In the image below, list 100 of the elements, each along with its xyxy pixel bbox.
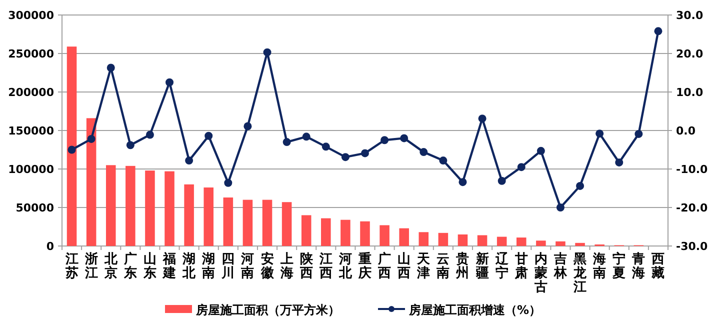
bar — [536, 240, 546, 246]
bar — [145, 170, 155, 246]
x-tick-label: 海南 — [592, 252, 606, 281]
x-tick-label: 甘肃 — [514, 252, 528, 281]
point — [302, 132, 310, 141]
bar — [262, 200, 272, 246]
x-tick-label: 河南 — [240, 252, 254, 281]
y-tick-label: 300000 — [8, 9, 54, 22]
y-tick-label: 200000 — [8, 86, 54, 99]
bar — [556, 241, 566, 246]
point — [341, 153, 350, 162]
bar — [86, 118, 96, 246]
point — [146, 130, 154, 139]
legend-label: 房屋施工面积（万平方米） — [195, 303, 340, 317]
y-tick-label: 150000 — [8, 124, 54, 138]
x-tick-label: 福建 — [162, 251, 176, 281]
bar — [184, 184, 194, 246]
x-tick-label: 江苏 — [64, 252, 78, 281]
x-tick-label: 新疆 — [474, 251, 489, 281]
bar — [340, 220, 350, 246]
point — [244, 122, 252, 130]
x-tick-label: 江西 — [318, 252, 332, 281]
x-tick-label: 黑龙江 — [572, 252, 588, 295]
x-tick-label: 山西 — [396, 252, 411, 281]
x-tick-label: 贵州 — [455, 251, 470, 281]
point — [224, 178, 232, 187]
y2-tick-label: -30.0 — [676, 240, 708, 253]
point — [361, 149, 369, 158]
point — [185, 156, 194, 165]
x-tick-label: 四川 — [220, 252, 235, 281]
bar — [458, 234, 468, 246]
point — [106, 64, 115, 72]
point — [498, 176, 506, 185]
x-tick-label: 西藏 — [650, 252, 665, 281]
y2-tick-label: 10.0 — [676, 86, 704, 99]
point — [458, 178, 467, 186]
x-tick-label: 北京 — [103, 252, 118, 281]
y2-tick-label: 20.0 — [676, 48, 704, 60]
y-tick-label: 50000 — [16, 202, 54, 214]
point — [654, 27, 662, 36]
bar — [575, 242, 585, 246]
x-tick-label: 上海 — [279, 252, 294, 281]
point — [204, 132, 213, 140]
bar — [477, 235, 488, 246]
bar — [242, 200, 253, 246]
bar — [164, 171, 174, 246]
bar — [204, 187, 214, 246]
point — [400, 134, 408, 142]
point — [68, 146, 76, 154]
x-tick-label: 湖南 — [201, 252, 216, 281]
y2-tick-label: -20.0 — [676, 202, 708, 214]
point — [322, 142, 330, 151]
x-tick-label: 广东 — [122, 251, 137, 281]
y-tick-label: 0 — [46, 240, 54, 253]
x-tick-label: 吉林 — [552, 252, 568, 281]
x-tick-label: 陕西 — [298, 252, 314, 281]
bar — [126, 166, 136, 246]
x-tick-label: 天津 — [416, 252, 432, 281]
point — [556, 204, 564, 212]
point — [596, 130, 604, 138]
point — [126, 141, 134, 150]
bar — [106, 165, 116, 246]
bar — [223, 197, 234, 246]
point — [420, 148, 428, 156]
x-tick-label: 安徽 — [260, 251, 275, 281]
bar — [321, 218, 331, 246]
x-tick-label: 河北 — [338, 252, 353, 281]
bar — [418, 232, 429, 246]
point — [634, 130, 643, 138]
y-tick-label: 250000 — [8, 48, 54, 60]
point — [380, 136, 389, 144]
y2-tick-label: 0.0 — [676, 124, 696, 138]
point — [263, 48, 272, 56]
x-tick-label: 宁夏 — [612, 251, 626, 281]
bar — [282, 202, 292, 246]
y-tick-label: 100000 — [8, 163, 54, 176]
y2-tick-label: 30.0 — [676, 9, 704, 22]
x-tick-label: 内蒙古 — [533, 252, 548, 295]
point — [517, 163, 526, 172]
point — [478, 114, 486, 123]
point — [87, 134, 96, 143]
point — [166, 78, 174, 86]
bar — [399, 228, 409, 246]
x-tick-label: 云南 — [436, 252, 450, 281]
x-tick-label: 重庆 — [358, 251, 372, 281]
bar — [360, 221, 370, 246]
bar — [516, 238, 526, 246]
bar — [438, 232, 448, 246]
bar — [380, 225, 390, 246]
x-tick-label: 湖北 — [182, 252, 197, 281]
bar — [66, 46, 77, 246]
x-tick-label: 辽宁 — [494, 252, 510, 281]
point — [439, 156, 448, 165]
bar — [301, 215, 312, 246]
point — [615, 158, 624, 166]
x-tick-label: 山东 — [142, 252, 156, 281]
legend-label: 房屋施工面积增速（%） — [408, 303, 542, 317]
y2-tick-label: -10.0 — [676, 163, 708, 176]
x-tick-label: 广西 — [377, 251, 392, 281]
bar — [496, 236, 507, 246]
